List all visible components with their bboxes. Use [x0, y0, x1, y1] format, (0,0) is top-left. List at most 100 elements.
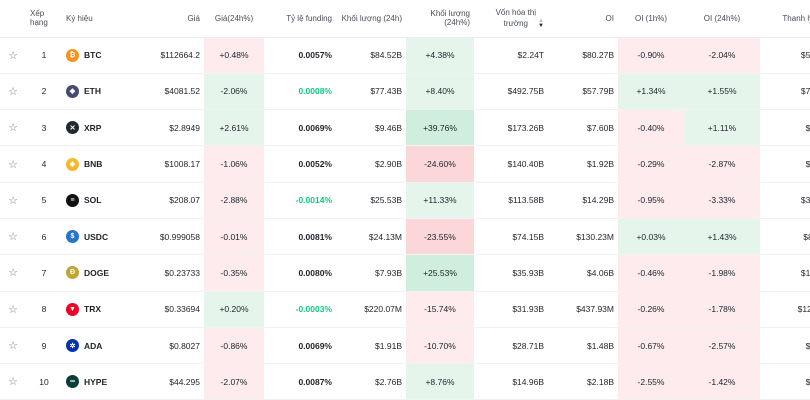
star-icon[interactable]: ☆ [0, 291, 26, 328]
rank-cell: 3 [26, 109, 62, 147]
symbol-label: HYPE [84, 376, 108, 387]
star-icon[interactable]: ☆ [0, 109, 26, 147]
sort-icon[interactable]: ▲ ▼ [538, 18, 544, 30]
price-cell: $4081.52 [132, 73, 204, 111]
rank-header[interactable]: Xếp hạng [26, 0, 62, 38]
oi-cell: $2.18B [548, 363, 618, 400]
oi-24h-cell: -3.33% [684, 182, 760, 219]
price-change-header[interactable]: Giá(24h%) [204, 0, 264, 38]
volume-change-cell: +11.33% [406, 182, 474, 219]
liquidation-header[interactable]: Thanh lý (24h) [760, 0, 810, 38]
oi-cell: $80.27B [548, 37, 618, 74]
symbol-cell[interactable]: ◆ ETH [62, 73, 132, 111]
volume-cell: $24.13M [336, 218, 406, 256]
symbol-cell[interactable]: $ USDC [62, 218, 132, 256]
funding-cell: -0.0014% [264, 182, 336, 219]
star-icon[interactable]: ☆ [0, 363, 26, 400]
table-row[interactable]: ☆ 7 Ð DOGE $0.23733 -0.35% 0.0080% $7.93… [0, 254, 810, 292]
oi-24h-cell: +1.11% [684, 109, 760, 147]
volume-cell: $2.76B [336, 363, 406, 400]
table-row[interactable]: ☆ 6 $ USDC $0.999058 -0.01% 0.0081% $24.… [0, 218, 810, 256]
table-row[interactable]: ☆ 8 ▼ TRX $0.33694 +0.20% -0.0003% $220.… [0, 291, 810, 328]
oi-24h-cell: +1.55% [684, 73, 760, 111]
symbol-cell[interactable]: ✲ ADA [62, 327, 132, 365]
market-cap-header[interactable]: Vốn hóa thị trường ▲ ▼ [474, 0, 548, 38]
liquidation-cell: $12.60M [760, 254, 810, 292]
ada-icon: ✲ [66, 339, 79, 353]
market-cap-header-line1: Vốn hóa thị [495, 8, 537, 18]
funding-cell: 0.0069% [264, 327, 336, 365]
volume-change-cell: -24.60% [406, 145, 474, 183]
star-icon[interactable]: ☆ [0, 182, 26, 219]
table-row[interactable]: ☆ 3 ✕ XRP $2.8949 +2.61% 0.0069% $9.46B … [0, 109, 810, 147]
rank-cell: 1 [26, 37, 62, 74]
volume-change-cell: +4.38% [406, 37, 474, 74]
rank-cell: 5 [26, 182, 62, 219]
symbol-label: USDC [84, 231, 109, 242]
oi-header[interactable]: OI [548, 0, 618, 38]
table-row[interactable]: ☆ 10 ∞ HYPE $44.295 -2.07% 0.0087% $2.76… [0, 363, 810, 400]
oi-1h-cell: -0.29% [618, 145, 684, 183]
star-icon[interactable]: ☆ [0, 37, 26, 74]
volume-change-cell: +8.40% [406, 73, 474, 111]
star-icon[interactable]: ☆ [0, 218, 26, 256]
oi-1h-cell: -0.95% [618, 182, 684, 219]
oi-cell: $14.29B [548, 182, 618, 219]
symbol-header[interactable]: Ký hiệu [62, 0, 132, 38]
oi-1h-cell: +0.03% [618, 218, 684, 256]
table-row[interactable]: ☆ 2 ◆ ETH $4081.52 -2.06% 0.0008% $77.43… [0, 73, 810, 111]
star-icon[interactable]: ☆ [0, 73, 26, 111]
volume-cell: $7.93B [336, 254, 406, 292]
funding-header[interactable]: Tỷ lệ funding [264, 0, 336, 38]
symbol-cell[interactable]: ≡ SOL [62, 182, 132, 219]
market-cap-cell: $35.93B [474, 254, 548, 292]
symbol-label: TRX [84, 304, 101, 315]
oi-1h-header[interactable]: OI (1h%) [618, 0, 684, 38]
rank-cell: 2 [26, 73, 62, 111]
star-icon[interactable]: ☆ [0, 145, 26, 183]
market-cap-cell: $140.40B [474, 145, 548, 183]
price-change-cell: +0.20% [204, 291, 264, 328]
funding-cell: 0.0008% [264, 73, 336, 111]
table-body: ☆ 1 ₿ BTC $112664.2 +0.48% 0.0057% $84.5… [0, 37, 810, 400]
symbol-label: ADA [84, 340, 103, 351]
price-header[interactable]: Giá [132, 0, 204, 38]
volume-cell: $77.43B [336, 73, 406, 111]
symbol-cell[interactable]: ✕ XRP [62, 109, 132, 147]
market-cap-cell: $2.24T [474, 37, 548, 74]
star-icon[interactable]: ☆ [0, 327, 26, 365]
doge-icon: Ð [66, 266, 79, 280]
oi-24h-header[interactable]: OI (24h%) [684, 0, 760, 38]
oi-1h-cell: -0.46% [618, 254, 684, 292]
market-cap-cell: $492.75B [474, 73, 548, 111]
table-row[interactable]: ☆ 5 ≡ SOL $208.07 -2.88% -0.0014% $25.53… [0, 182, 810, 219]
volume-change-cell: +8.76% [406, 363, 474, 400]
rank-cell: 8 [26, 291, 62, 328]
symbol-cell[interactable]: ▼ TRX [62, 291, 132, 328]
price-change-cell: +0.48% [204, 37, 264, 74]
price-cell: $1008.17 [132, 145, 204, 183]
volume-cell: $1.91B [336, 327, 406, 365]
rank-cell: 6 [26, 218, 62, 256]
liquidation-cell: $30.37M [760, 182, 810, 219]
funding-cell: 0.0052% [264, 145, 336, 183]
symbol-cell[interactable]: ∞ HYPE [62, 363, 132, 400]
table-row[interactable]: ☆ 9 ✲ ADA $0.8027 -0.86% 0.0069% $1.91B … [0, 327, 810, 365]
market-cap-cell: $113.58B [474, 182, 548, 219]
market-cap-header-line2: trường [503, 19, 528, 29]
oi-24h-cell: -2.87% [684, 145, 760, 183]
star-icon[interactable]: ☆ [0, 254, 26, 292]
symbol-cell[interactable]: Ð DOGE [62, 254, 132, 292]
symbol-cell[interactable]: ◈ BNB [62, 145, 132, 183]
oi-cell: $1.48B [548, 327, 618, 365]
liquidation-cell: $2.34M [760, 327, 810, 365]
symbol-label: ETH [84, 86, 101, 97]
price-change-cell: -2.07% [204, 363, 264, 400]
volume-change-header[interactable]: Khối lượng (24h%) [406, 0, 474, 38]
symbol-cell[interactable]: ₿ BTC [62, 37, 132, 74]
table-row[interactable]: ☆ 1 ₿ BTC $112664.2 +0.48% 0.0057% $84.5… [0, 37, 810, 74]
symbol-label: DOGE [84, 267, 110, 278]
oi-cell: $4.06B [548, 254, 618, 292]
table-row[interactable]: ☆ 4 ◈ BNB $1008.17 -1.06% 0.0052% $2.90B… [0, 145, 810, 183]
volume-header[interactable]: Khối lượng (24h) [336, 0, 406, 38]
